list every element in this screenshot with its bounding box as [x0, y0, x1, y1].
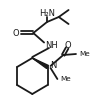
Text: H₂N: H₂N: [39, 10, 55, 19]
Text: O: O: [65, 41, 71, 50]
Text: O: O: [12, 29, 19, 38]
Text: Me: Me: [79, 51, 90, 57]
Text: N: N: [51, 61, 57, 70]
Polygon shape: [32, 58, 48, 68]
Text: NH: NH: [45, 42, 58, 51]
Text: Me: Me: [60, 76, 71, 82]
